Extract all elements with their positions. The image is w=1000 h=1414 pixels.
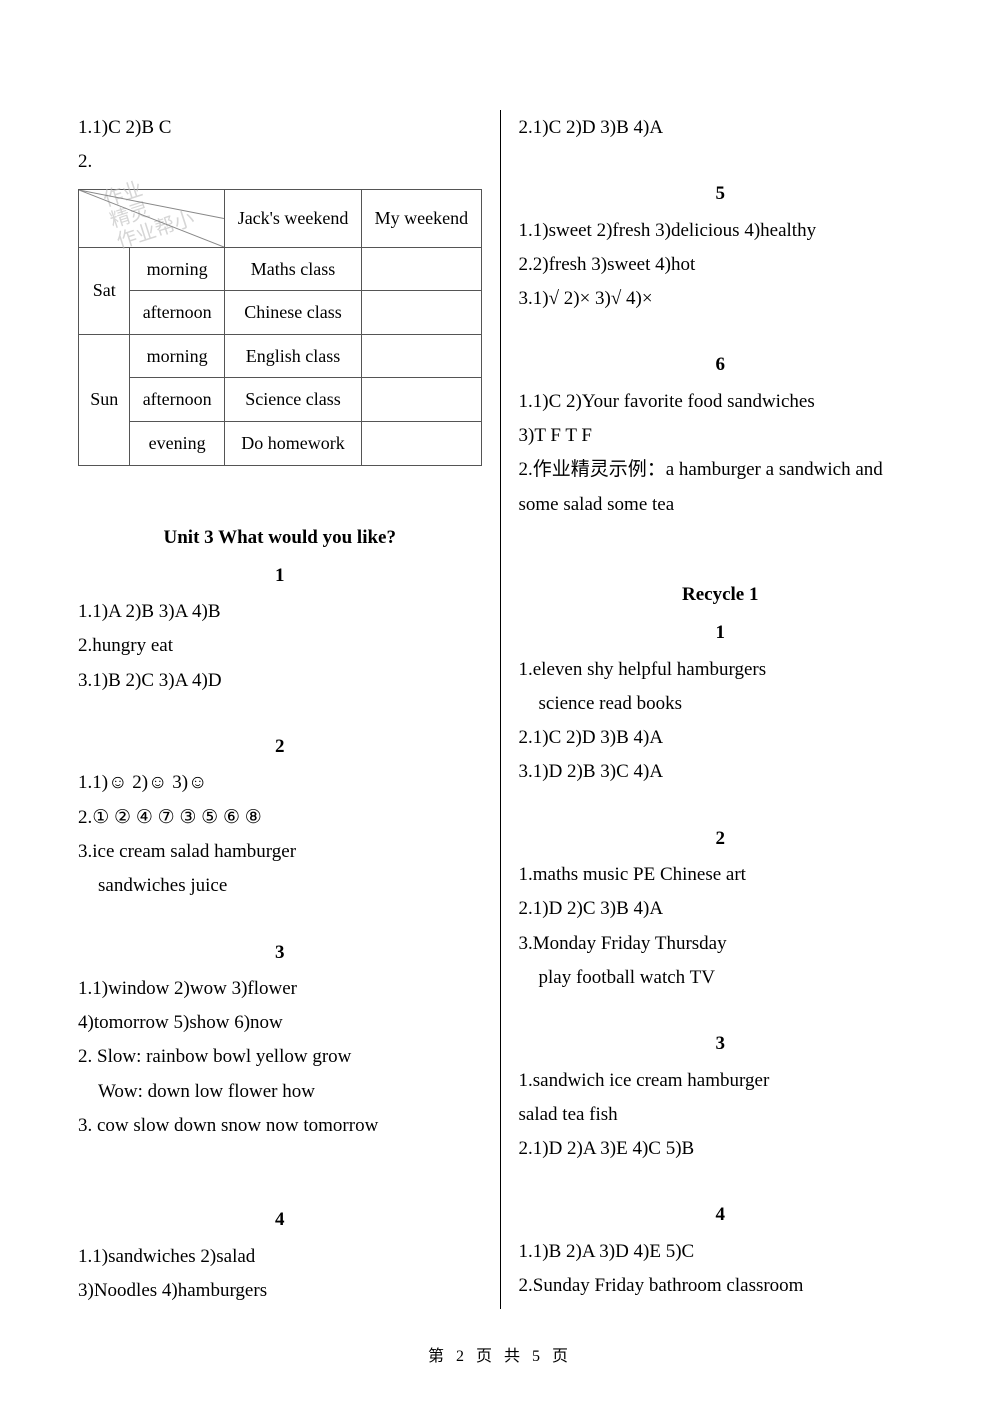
text-line: 1.sandwich ice cream hamburger [519, 1065, 923, 1097]
unit-title: Unit 3 What would you like? [78, 522, 482, 554]
text-line: 1.1)☺ 2)☺ 3)☺ [78, 767, 482, 799]
table-cell: evening [130, 421, 224, 465]
text-line: 1.1)sweet 2)fresh 3)delicious 4)healthy [519, 215, 923, 247]
section-number: 2 [78, 731, 482, 763]
table-cell [362, 378, 481, 422]
section-number: 1 [519, 617, 923, 649]
text-line: 3. cow slow down snow now tomorrow [78, 1110, 482, 1142]
table-cell [362, 334, 481, 378]
text-line: play football watch TV [519, 962, 923, 994]
text-line: 3.1)B 2)C 3)A 4)D [78, 665, 482, 697]
table-cell: afternoon [130, 291, 224, 335]
text-line: 3.Monday Friday Thursday [519, 928, 923, 960]
table-corner [79, 189, 225, 247]
text-line: 1.1)C 2)Your favorite food sandwiches [519, 386, 923, 418]
text-line: 1.1)B 2)A 3)D 4)E 5)C [519, 1236, 923, 1268]
text-line: salad tea fish [519, 1099, 923, 1131]
text-line: 2. Slow: rainbow bowl yellow grow [78, 1041, 482, 1073]
table-header: My weekend [362, 189, 481, 247]
text-line: 2.2)fresh 3)sweet 4)hot [519, 249, 923, 281]
section-number: 3 [78, 937, 482, 969]
text-line: 2.hungry eat [78, 630, 482, 662]
text-line: 2.1)C 2)D 3)B 4)A [519, 112, 923, 144]
table-cell: Chinese class [224, 291, 361, 335]
text-line: 1.1)A 2)B 3)A 4)B [78, 596, 482, 628]
text-line: 2. [78, 146, 482, 178]
table-cell: Sat [79, 247, 130, 334]
page-content: 1.1)C 2)B C 2. Jack's weekend My weekend… [0, 0, 1000, 1309]
table-cell: Science class [224, 378, 361, 422]
table-cell: afternoon [130, 378, 224, 422]
text-line: 1.1)C 2)B C [78, 112, 482, 144]
section-number: 4 [519, 1199, 923, 1231]
section-number: 6 [519, 349, 923, 381]
text-line: sandwiches juice [78, 870, 482, 902]
text-line: Wow: down low flower how [78, 1076, 482, 1108]
table-cell [362, 291, 481, 335]
table-cell: morning [130, 334, 224, 378]
text-line: 1.1)window 2)wow 3)flower [78, 973, 482, 1005]
text-line: 3.1)D 2)B 3)C 4)A [519, 756, 923, 788]
right-column: 2.1)C 2)D 3)B 4)A 5 1.1)sweet 2)fresh 3)… [501, 110, 923, 1309]
text-line: 2.1)D 2)A 3)E 4)C 5)B [519, 1133, 923, 1165]
table-cell: Sun [79, 334, 130, 465]
page-footer: 第 2 页 共 5 页 [0, 1342, 1000, 1366]
text-line: some salad some tea [519, 489, 923, 521]
table-cell [362, 421, 481, 465]
section-number: 5 [519, 178, 923, 210]
text-line: 3)Noodles 4)hamburgers [78, 1275, 482, 1307]
weekend-table: Jack's weekend My weekend Sat morning Ma… [78, 189, 482, 466]
text-line: 2.作业精灵示例：a hamburger a sandwich and [519, 454, 923, 486]
text-line: 4)tomorrow 5)show 6)now [78, 1007, 482, 1039]
recycle-title: Recycle 1 [519, 579, 923, 611]
text-line: 2.1)C 2)D 3)B 4)A [519, 722, 923, 754]
left-column: 1.1)C 2)B C 2. Jack's weekend My weekend… [78, 110, 501, 1309]
table-cell [362, 247, 481, 291]
section-number: 1 [78, 560, 482, 592]
text-line: 1.1)sandwiches 2)salad [78, 1241, 482, 1273]
section-number: 2 [519, 823, 923, 855]
text-line: 3.ice cream salad hamburger [78, 836, 482, 868]
text-line: 2.Sunday Friday bathroom classroom [519, 1270, 923, 1302]
text-line: 2.1)D 2)C 3)B 4)A [519, 893, 923, 925]
text-line: 3.1)√ 2)× 3)√ 4)× [519, 283, 923, 315]
section-number: 3 [519, 1028, 923, 1060]
table-cell: Do homework [224, 421, 361, 465]
text-line: 1.maths music PE Chinese art [519, 859, 923, 891]
text-line: 2.① ② ④ ⑦ ③ ⑤ ⑥ ⑧ [78, 802, 482, 834]
table-cell: Maths class [224, 247, 361, 291]
table-header: Jack's weekend [224, 189, 361, 247]
section-number: 4 [78, 1204, 482, 1236]
text-line: 3)T F T F [519, 420, 923, 452]
text-line: science read books [519, 688, 923, 720]
table-cell: morning [130, 247, 224, 291]
text-line: 1.eleven shy helpful hamburgers [519, 654, 923, 686]
table-cell: English class [224, 334, 361, 378]
